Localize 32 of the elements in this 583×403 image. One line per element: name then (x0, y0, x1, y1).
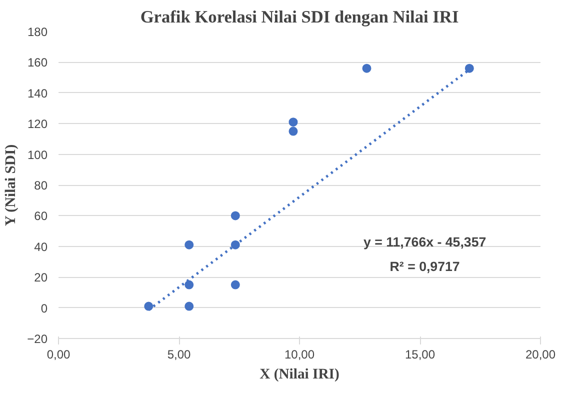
point (464, 64, 474, 73)
y-tick-label: 80 (34, 178, 48, 192)
point (230, 280, 240, 290)
y-tick-label: 20 (34, 270, 48, 285)
y-tick-label: 140 (27, 86, 48, 100)
point (288, 126, 298, 136)
point (184, 302, 194, 311)
x-tick-label: 15,00 (404, 348, 436, 362)
chart-title: Grafik Korelasi Nilai SDI dengan Nilai IRI (140, 8, 459, 26)
annotation: y = 11,766x - 45,357 (363, 234, 486, 250)
y-tick-label: 120 (27, 117, 48, 132)
x-tick-label: 0,00 (46, 348, 71, 362)
point (288, 118, 298, 127)
y-tick-label: 40 (34, 240, 48, 254)
point (184, 280, 194, 290)
x-tick-label: 10,00 (284, 348, 315, 362)
y-tick-label: 160 (27, 56, 48, 70)
point (230, 211, 240, 220)
y-tick-label: 0 (40, 301, 48, 316)
point (362, 64, 372, 73)
y-tick-label: 180 (27, 25, 48, 39)
point (184, 240, 194, 250)
point (230, 240, 240, 250)
x-tick-label: 20,00 (525, 348, 556, 362)
x-tick-label: 5,00 (167, 348, 192, 362)
y-tick-label: −20 (27, 332, 48, 346)
x-axis-title: X (Nilai IRI) (260, 366, 340, 382)
point (144, 302, 154, 311)
annotation: R² = 0,9717 (390, 259, 460, 274)
y-tick-label: 100 (27, 148, 48, 162)
y-tick-label: 60 (34, 209, 48, 224)
y-axis-title: Y (Nilai SDI) (3, 144, 20, 226)
